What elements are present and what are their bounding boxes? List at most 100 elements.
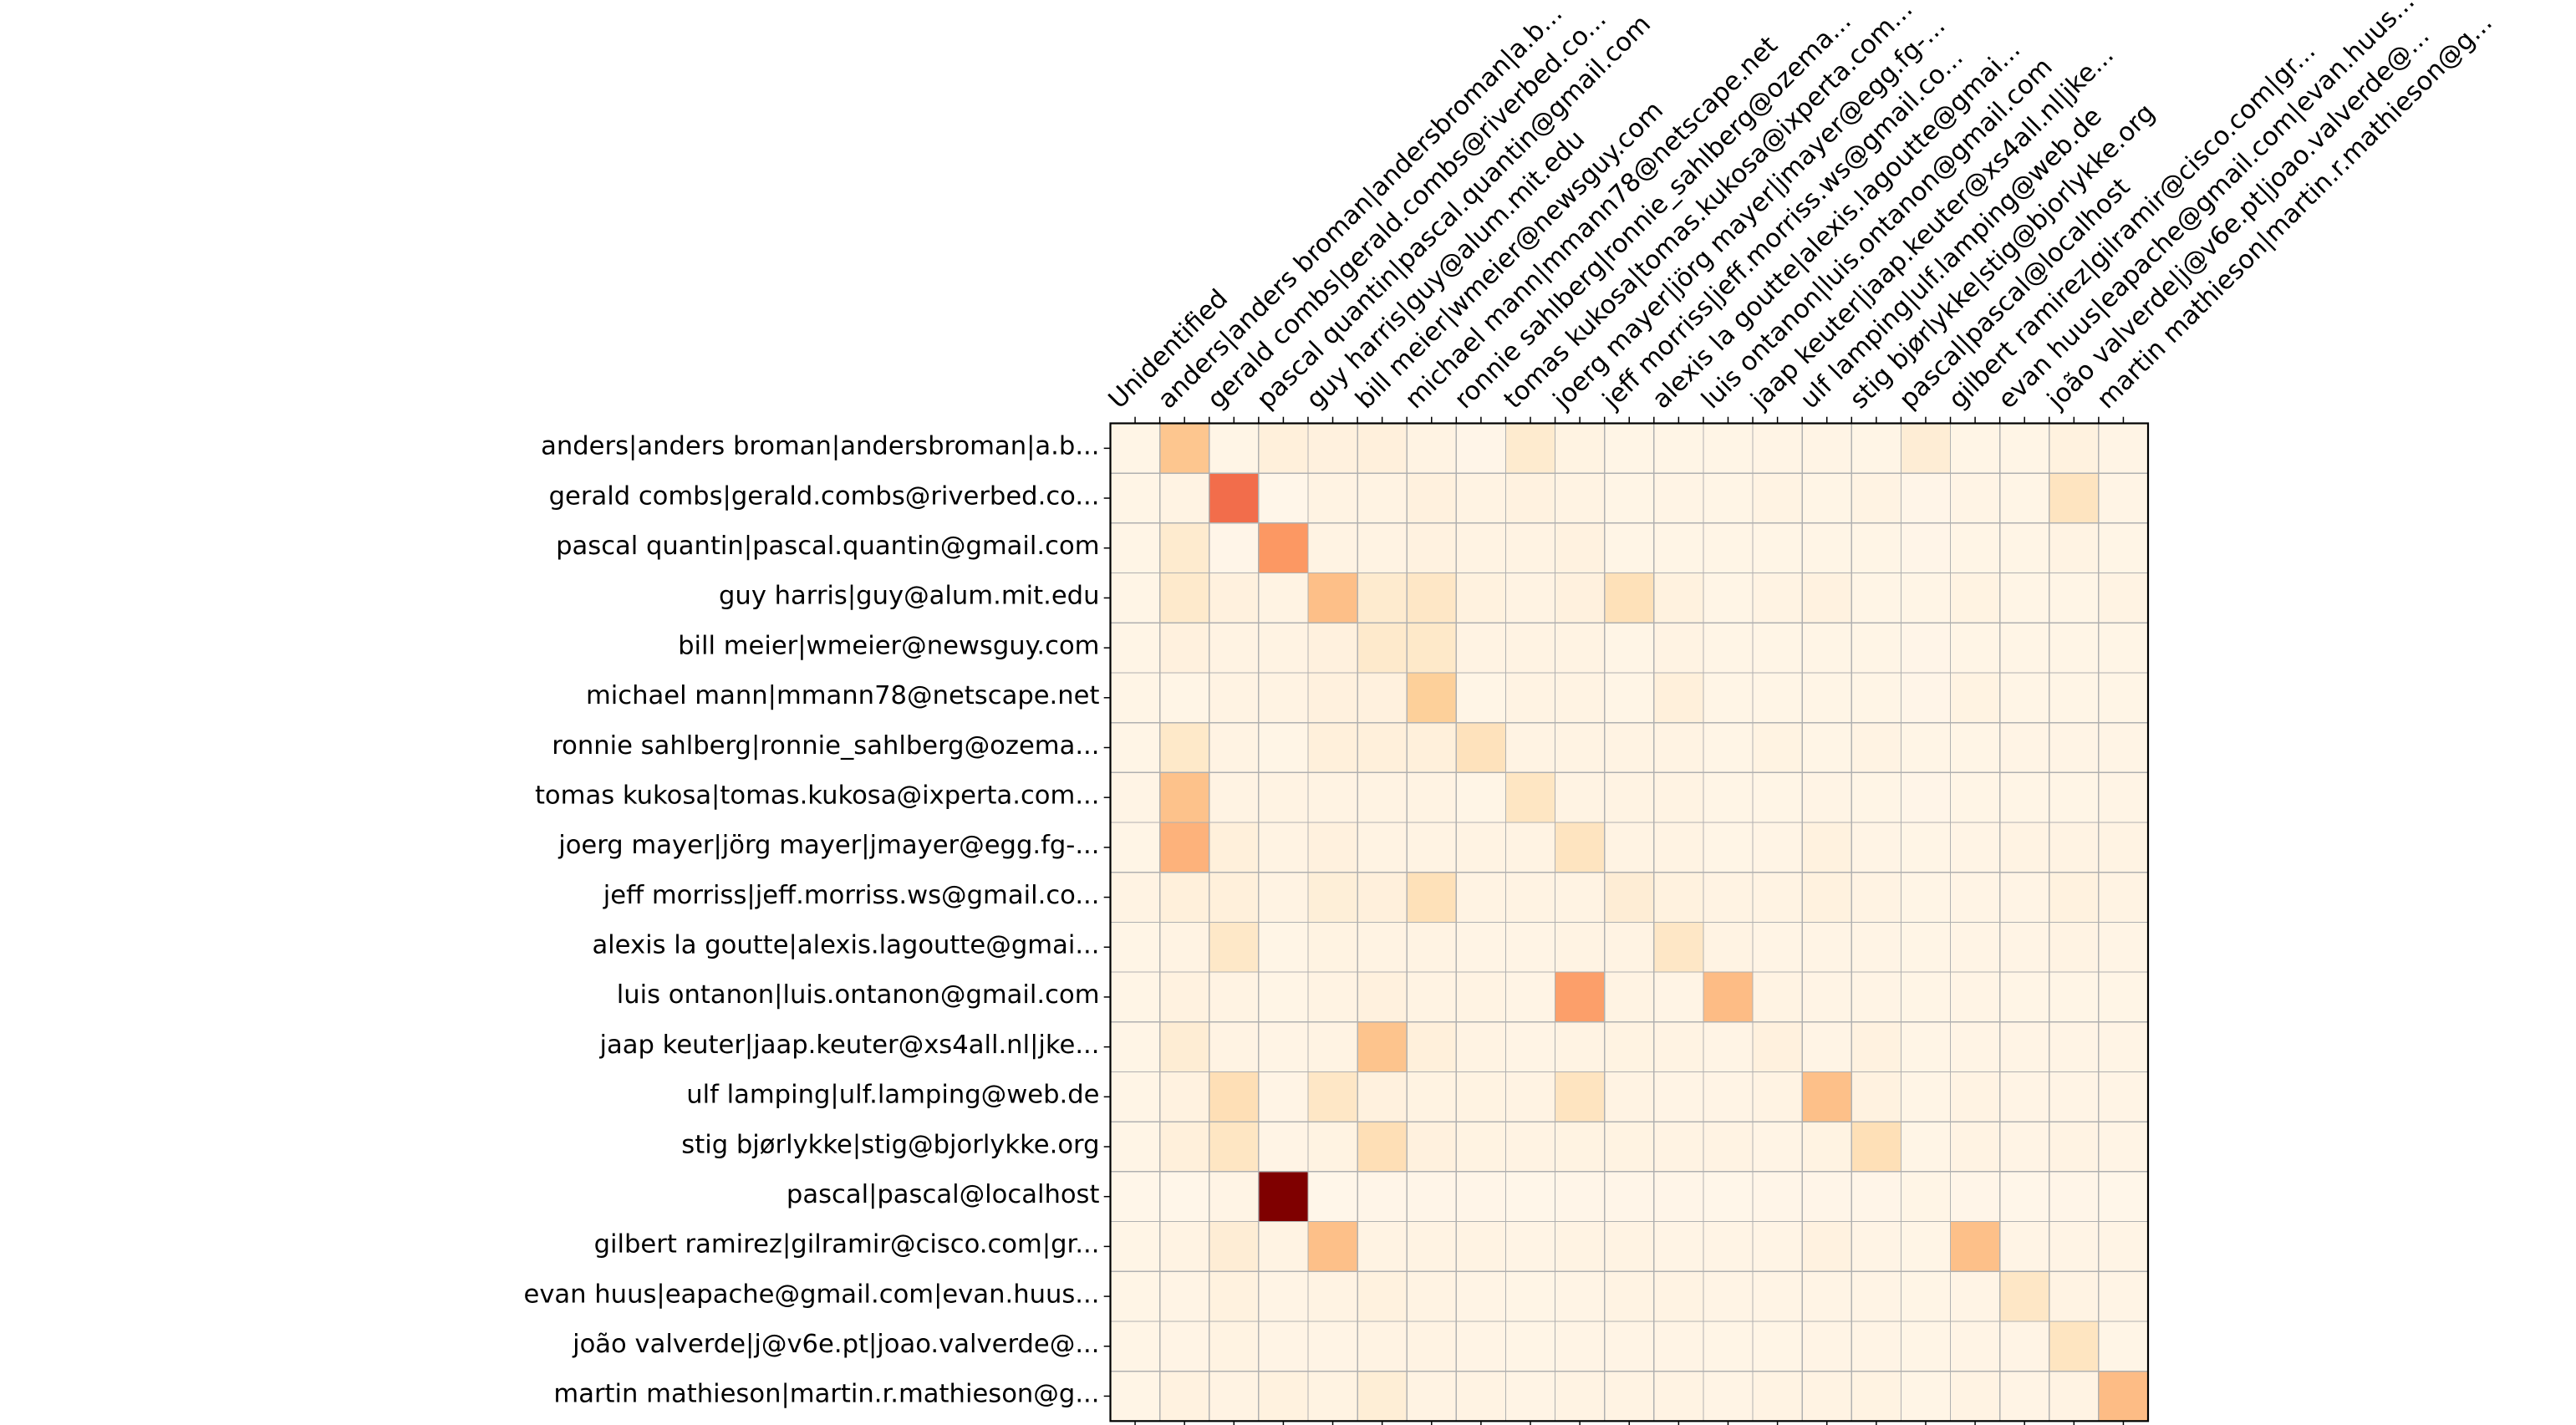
row-label: gilbert ramirez|gilramir@cisco.com|gr... <box>594 1230 1100 1260</box>
heatmap-cell <box>2098 473 2149 524</box>
heatmap-cell <box>1407 522 1457 574</box>
heatmap-cell <box>1653 972 1704 1023</box>
heatmap-cell <box>1753 722 1803 773</box>
heatmap-cell <box>1407 473 1457 524</box>
heatmap-cell <box>1209 522 1260 574</box>
heatmap-cell <box>1407 1021 1457 1072</box>
heatmap-cell <box>1456 1171 1506 1223</box>
heatmap-cell <box>1159 573 1210 623</box>
heatmap-cell <box>1901 1021 1952 1072</box>
heatmap-cell <box>1307 1071 1358 1122</box>
heatmap-cell <box>1110 772 1161 823</box>
heatmap-cell <box>1159 1271 1210 1322</box>
heatmap-cell <box>1159 672 1210 724</box>
heatmap-cell <box>1604 1171 1655 1223</box>
heatmap-cell <box>1802 1122 1852 1173</box>
heatmap-cell <box>1851 522 1901 574</box>
heatmap-cell <box>1159 972 1210 1023</box>
heatmap-cell <box>1555 872 1606 923</box>
heatmap-cell <box>1653 473 1704 524</box>
heatmap-cell <box>1653 872 1704 923</box>
heatmap-cell <box>1653 573 1704 623</box>
heatmap-cell <box>1950 573 2001 623</box>
heatmap-cell <box>1110 922 1161 973</box>
heatmap-cell <box>1307 672 1358 724</box>
heatmap-cell <box>1753 822 1803 873</box>
heatmap-cell <box>1753 1321 1803 1372</box>
heatmap-cell <box>1159 423 1210 474</box>
heatmap-cell <box>1604 1021 1655 1072</box>
heatmap-cell <box>2049 872 2100 923</box>
heatmap-cell <box>1258 1371 1309 1422</box>
heatmap-cell <box>1999 623 2050 674</box>
heatmap-cell <box>1851 822 1901 873</box>
heatmap-cell <box>1407 672 1457 724</box>
heatmap-cell <box>2049 522 2100 574</box>
heatmap-cell <box>1999 722 2050 773</box>
heatmap-cell <box>1407 1171 1457 1223</box>
heatmap-cell <box>1851 423 1901 474</box>
heatmap-cell <box>1209 423 1260 474</box>
heatmap-cell <box>1604 672 1655 724</box>
heatmap-cell <box>1258 1271 1309 1322</box>
heatmap-cell <box>1653 772 1704 823</box>
heatmap-cell <box>2049 1221 2100 1272</box>
heatmap-cell <box>1357 522 1408 574</box>
heatmap-cell <box>1159 872 1210 923</box>
heatmap-cell <box>1258 1071 1309 1122</box>
heatmap-cell <box>1999 522 2050 574</box>
heatmap-cell <box>1901 1321 1952 1372</box>
heatmap-cell <box>1802 1371 1852 1422</box>
heatmap-cell <box>1209 573 1260 623</box>
heatmap-cell <box>1456 623 1506 674</box>
heatmap-cell <box>1999 573 2050 623</box>
heatmap-cell <box>1505 1221 1556 1272</box>
heatmap-cell <box>1999 473 2050 524</box>
heatmap-cell <box>1357 1021 1408 1072</box>
heatmap-cell <box>1999 1371 2050 1422</box>
heatmap-cell <box>1209 872 1260 923</box>
heatmap-cell <box>1209 1321 1260 1372</box>
heatmap-cell <box>1456 522 1506 574</box>
heatmap-cell <box>1357 1271 1408 1322</box>
heatmap-cell <box>1357 822 1408 873</box>
heatmap-cell <box>1851 573 1901 623</box>
heatmap-cell <box>1407 623 1457 674</box>
heatmap-cell <box>1802 1271 1852 1322</box>
heatmap-cell <box>1555 672 1606 724</box>
heatmap-cell <box>1258 1122 1309 1173</box>
heatmap-cell <box>2049 672 2100 724</box>
heatmap-cell <box>1901 672 1952 724</box>
heatmap-cell <box>1407 922 1457 973</box>
heatmap-cell <box>1407 822 1457 873</box>
heatmap-cell <box>1753 423 1803 474</box>
heatmap-cell <box>2098 1371 2149 1422</box>
heatmap-cell <box>1555 1122 1606 1173</box>
row-label: guy harris|guy@alum.mit.edu <box>719 582 1099 611</box>
heatmap-cell <box>1357 1122 1408 1173</box>
heatmap-cell <box>1901 423 1952 474</box>
heatmap-cell <box>1357 1071 1408 1122</box>
heatmap-cell <box>1505 1071 1556 1122</box>
heatmap-cell <box>1851 1171 1901 1223</box>
heatmap-cell <box>1110 1171 1161 1223</box>
heatmap-cell <box>1110 872 1161 923</box>
heatmap-cell <box>1159 1071 1210 1122</box>
heatmap-cell <box>1999 822 2050 873</box>
heatmap-cell <box>1357 423 1408 474</box>
heatmap-cell <box>1950 1171 2001 1223</box>
heatmap-cell <box>1407 423 1457 474</box>
heatmap-cell <box>1258 822 1309 873</box>
heatmap-cell <box>1307 1271 1358 1322</box>
row-label: ulf lamping|ulf.lamping@web.de <box>686 1081 1099 1110</box>
heatmap-cell <box>1950 1371 2001 1422</box>
heatmap-cell <box>1802 1071 1852 1122</box>
heatmap-cell <box>1851 722 1901 773</box>
heatmap-cell <box>2098 1221 2149 1272</box>
heatmap-cell <box>2098 1122 2149 1173</box>
heatmap-cell <box>1753 1021 1803 1072</box>
heatmap-cell <box>1753 1071 1803 1122</box>
heatmap-cell <box>2049 1371 2100 1422</box>
heatmap-cell <box>1802 1221 1852 1272</box>
heatmap-cell <box>1653 1371 1704 1422</box>
